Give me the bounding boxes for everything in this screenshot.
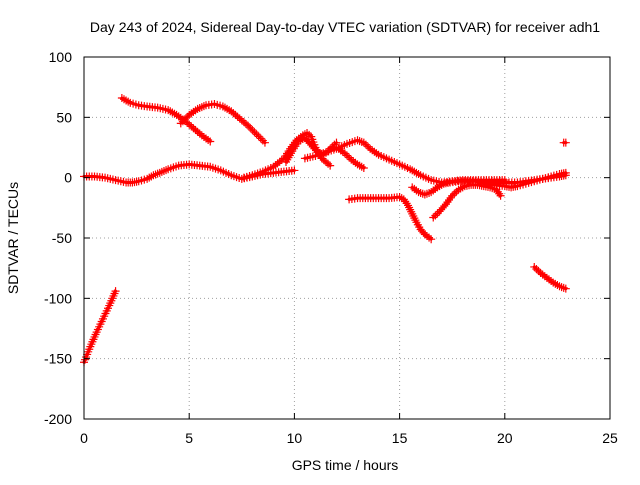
data-point: [401, 197, 410, 206]
data-point: [111, 287, 120, 296]
data-point: [260, 138, 269, 147]
data-series: [479, 168, 570, 192]
data-point: [359, 164, 368, 173]
data-series: [559, 138, 570, 147]
x-tick-label: 5: [185, 430, 193, 446]
axis-ticks: 0 5 10 15 20 25 -200 -150 -100 -50 0 50 100: [44, 49, 618, 446]
x-tick-label: 15: [392, 430, 408, 446]
data-point: [399, 195, 408, 204]
data-point: [206, 137, 215, 146]
data-point: [496, 191, 505, 200]
x-tick-label: 0: [80, 430, 88, 446]
x-tick-label: 20: [497, 430, 513, 446]
y-tick-label: -50: [52, 230, 72, 246]
data-series: [345, 192, 436, 244]
y-tick-label: 50: [56, 109, 72, 125]
y-tick-label: -200: [44, 411, 72, 427]
data-point: [561, 284, 570, 293]
plot-area: [80, 94, 570, 367]
data-series: [176, 100, 269, 147]
y-axis-label: SDTVAR / TECUs: [5, 182, 21, 294]
data-point: [561, 138, 570, 147]
data-point: [290, 166, 299, 175]
y-tick-label: 0: [64, 170, 72, 186]
y-tick-label: -150: [44, 351, 72, 367]
y-tick-label: -100: [44, 290, 72, 306]
data-series: [328, 143, 368, 173]
data-point: [561, 168, 570, 177]
x-tick-label: 10: [287, 430, 303, 446]
data-point: [402, 199, 411, 208]
x-axis-label: GPS time / hours: [292, 457, 399, 473]
data-point: [495, 189, 504, 198]
data-series: [117, 94, 215, 146]
x-tick-label: 25: [602, 430, 618, 446]
data-point: [493, 187, 502, 196]
data-point: [326, 161, 335, 170]
chart-title: Day 243 of 2024, Sidereal Day-to-day VTE…: [90, 19, 600, 35]
data-series: [530, 262, 570, 293]
data-point: [427, 235, 436, 244]
y-tick-label: 100: [49, 49, 73, 65]
